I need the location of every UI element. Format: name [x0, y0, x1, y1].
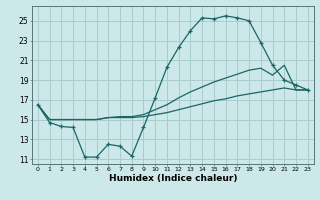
X-axis label: Humidex (Indice chaleur): Humidex (Indice chaleur) — [108, 174, 237, 183]
